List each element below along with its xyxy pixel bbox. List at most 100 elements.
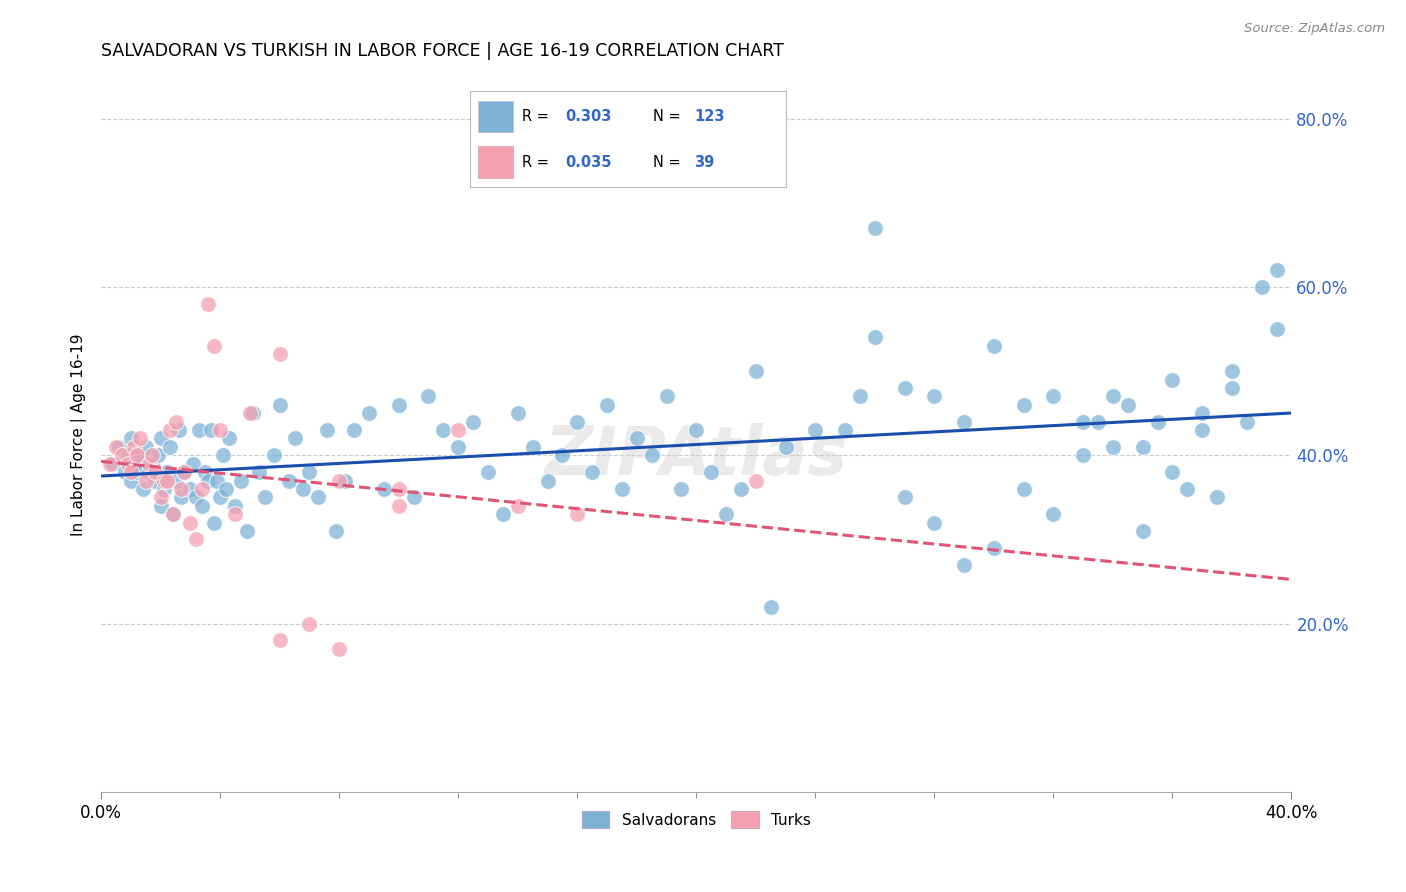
Point [173,465,195,479]
Point [242,406,264,420]
Point [1161,465,1184,479]
Point [146,448,169,462]
Point [804,423,827,437]
Point [953,558,976,572]
Point [1236,415,1258,429]
Point [418,389,440,403]
Point [122,457,145,471]
Point [117,457,139,471]
Point [863,330,886,344]
Point [194,465,217,479]
Point [247,465,270,479]
Point [1206,491,1229,505]
Point [298,616,321,631]
Point [138,457,160,471]
Point [1191,423,1213,437]
Point [292,482,315,496]
Point [492,507,515,521]
Point [745,364,768,378]
Point [143,474,166,488]
Point [120,432,142,446]
Point [1042,507,1064,521]
Point [105,440,128,454]
Point [162,507,184,521]
Point [159,440,181,454]
Point [1071,448,1094,462]
Point [1132,524,1154,538]
Point [141,457,163,471]
Point [298,465,321,479]
Point [1102,440,1125,454]
Point [626,432,648,446]
Point [730,482,752,496]
Point [197,297,219,311]
Point [596,398,619,412]
Point [188,423,211,437]
Point [186,491,208,505]
Point [1250,280,1272,294]
Point [111,448,134,462]
Point [1087,415,1109,429]
Point [567,507,589,521]
Point [212,448,235,462]
Point [218,432,240,446]
Point [1116,398,1139,412]
Point [447,423,470,437]
Point [328,474,350,488]
Point [209,423,232,437]
Point [117,448,139,462]
Point [328,641,350,656]
Point [655,389,678,403]
Point [114,465,136,479]
Point [138,465,160,479]
Point [343,423,366,437]
Point [229,474,252,488]
Point [849,389,872,403]
Point [316,423,339,437]
Point [373,482,395,496]
Point [432,423,454,437]
Point [141,448,163,462]
Point [700,465,723,479]
Point [1102,389,1125,403]
Point [277,474,299,488]
Point [173,465,195,479]
Point [135,474,157,488]
Point [983,541,1005,555]
Point [1161,373,1184,387]
Point [98,457,121,471]
Point [179,516,201,530]
Point [202,516,225,530]
Point [893,491,915,505]
Point [215,482,238,496]
Point [1012,398,1035,412]
Point [506,406,529,420]
Point [1146,415,1168,429]
Point [567,415,589,429]
Point [120,474,142,488]
Point [924,389,946,403]
Point [714,507,737,521]
Point [125,465,148,479]
Point [333,474,356,488]
Point [357,406,380,420]
Point [224,499,246,513]
Point [186,533,208,547]
Point [388,482,411,496]
Point [893,381,915,395]
Text: Source: ZipAtlas.com: Source: ZipAtlas.com [1244,22,1385,36]
Point [170,491,193,505]
Point [224,507,246,521]
Text: ZIPAtlas: ZIPAtlas [544,423,848,489]
Point [522,440,544,454]
Point [269,347,291,361]
Point [685,423,707,437]
Point [388,398,411,412]
Point [477,465,499,479]
Point [775,440,797,454]
Point [1191,406,1213,420]
Point [162,507,184,521]
Point [149,499,172,513]
Point [581,465,603,479]
Point [461,415,484,429]
